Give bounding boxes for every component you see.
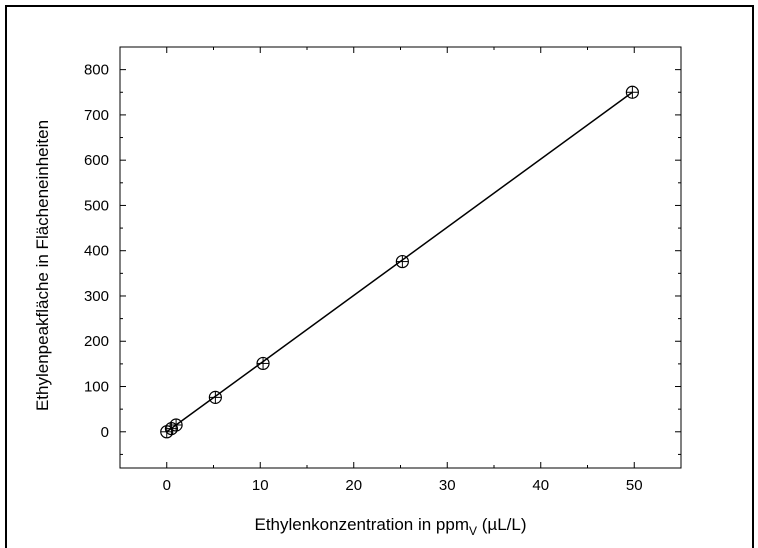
y-tick-label: 500 xyxy=(84,197,109,214)
x-tick-label: 30 xyxy=(439,477,456,494)
y-tick-label: 400 xyxy=(84,243,109,260)
x-tick-label: 10 xyxy=(252,477,269,494)
x-axis-title: Ethylenkonzentration in ppmV (µL/L) xyxy=(254,515,526,538)
y-tick-label: 200 xyxy=(84,333,109,350)
x-axis-title-subscript: V xyxy=(469,524,477,538)
y-tick-label: 0 xyxy=(101,424,109,441)
y-tick-label: 700 xyxy=(84,107,109,124)
x-tick-label: 50 xyxy=(626,477,643,494)
figure-frame xyxy=(5,5,754,548)
tick-marks xyxy=(119,46,682,468)
y-tick-label: 800 xyxy=(84,62,109,79)
data-point xyxy=(169,418,183,432)
data-point xyxy=(256,356,270,371)
data-point xyxy=(395,254,409,269)
x-axis-title-suffix: (µL/L) xyxy=(477,515,526,534)
y-tick-label: 100 xyxy=(84,379,109,396)
y-tick-label: 600 xyxy=(84,152,109,169)
x-axis-title-main: Ethylenkonzentration in ppm xyxy=(254,515,469,534)
x-tick-label: 0 xyxy=(163,477,171,494)
data-point xyxy=(625,85,639,99)
x-tick-label: 40 xyxy=(532,477,549,494)
x-tick-label: 20 xyxy=(345,477,362,494)
data-point xyxy=(208,390,222,404)
y-tick-label: 300 xyxy=(84,288,109,305)
data-points xyxy=(160,85,639,439)
y-axis-title: Ethylenpeakfläche in Flächeneinheiten xyxy=(33,120,52,411)
